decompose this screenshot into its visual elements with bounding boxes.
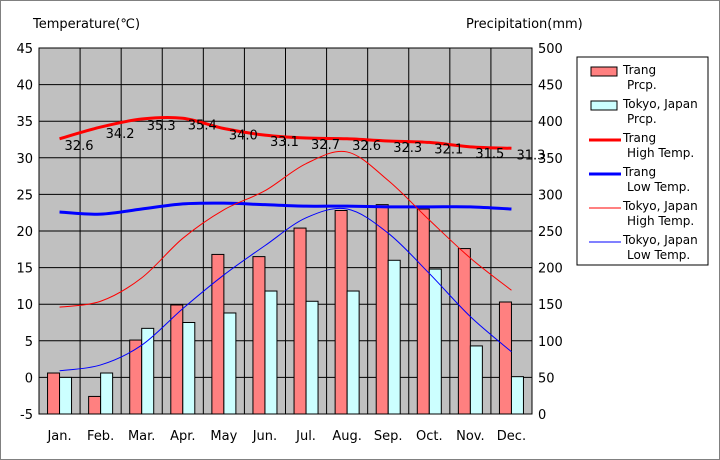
trang_prcp-bar [498,301,512,415]
trang_prcp-bar [416,208,430,415]
tokyo_prcp-bar [346,290,360,415]
legend-label: High Temp. [627,214,694,228]
data-label: 35.3 [147,119,176,134]
legend-label: High Temp. [627,146,694,160]
legend-label: Low Temp. [627,248,690,262]
trang_prcp-bar [170,304,184,415]
tokyo_prcp-bar [223,312,237,415]
legend-label: Trang [622,131,656,145]
data-label: 33.1 [270,135,299,150]
y-left-tick-label: 45 [16,42,33,57]
y-right-tick-label: 0 [538,408,546,423]
x-category-label: Sep. [374,429,403,444]
precipitation-bars [47,204,524,415]
y-left-tick-label: 0 [25,371,33,386]
x-axis-categories: Jan. Feb. Mar. Apr. May Jun. Jul. Aug. Sep. Oct. N… [46,429,526,444]
left-axis-title: Temperature(℃) [32,17,140,32]
legend-swatch [590,100,618,111]
data-label: 32.3 [393,141,422,156]
y-left-tick-label: 25 [16,188,33,203]
y-left-tick-label: 10 [16,298,33,313]
x-category-label: Dec. [497,429,526,444]
y-left-tick-label: -5 [20,408,33,423]
data-labels: 32.6 34.2 35.3 35.4 34.0 33.1 32.7 32.6 32.3 32.1… [65,118,546,163]
y-right-tick-label: 200 [538,262,563,277]
legend-swatch [590,66,618,77]
trang_prcp-bar [334,210,348,415]
x-category-label: Apr. [170,429,195,444]
x-category-label: Feb. [87,429,114,444]
tokyo_high-line [59,150,512,308]
tokyo_prcp-bar [59,376,73,415]
tokyo_prcp-bar [428,268,442,415]
data-label: 32.7 [311,138,340,153]
trang_prcp-bar [375,204,389,415]
tokyo_low-line [59,207,512,372]
y-right-tick-label: 100 [538,335,563,350]
trang_high-line [59,115,512,150]
y-left-tick-label: 30 [16,152,33,167]
x-category-label: Nov. [456,429,485,444]
y-right-tick-label: 50 [538,371,555,386]
legend-label: Trang [622,165,656,179]
y-right-tick-label: 450 [538,79,563,94]
x-category-label: Oct. [416,429,443,444]
data-label: 31.5 [475,147,504,162]
tokyo_prcp-bar [182,322,196,415]
tokyo_prcp-bar [387,259,401,415]
trang_low-line [59,201,512,216]
y-right-tick-label: 350 [538,152,563,167]
legend-label: Low Temp. [627,180,690,194]
x-category-label: Jul. [295,429,316,444]
y-right-tick-label: 300 [538,188,563,203]
trang_prcp-bar [293,227,307,415]
x-category-label: Jun. [252,429,277,444]
legend-box [576,56,709,266]
trang_prcp-bar [88,395,102,415]
legend-label: Prcp. [627,112,657,126]
trang_prcp-bar [47,372,61,415]
y-right-tick-label: 250 [538,225,563,240]
x-category-label: Jan. [46,429,71,444]
trang_prcp-bar [211,253,225,415]
legend-label: Tokyo, Japan [622,97,698,111]
temperature-lines [59,115,512,372]
right-axis-title: Precipitation(mm) [466,17,583,32]
plot-border [38,47,533,415]
y-right-tick-label: 500 [538,42,563,57]
legend-label: Tokyo, Japan [622,199,698,213]
x-category-label: May [210,429,237,444]
left-axis-ticks: 45 40 35 30 25 20 15 10 5 0 -5 [16,42,33,423]
data-label: 32.1 [434,142,463,157]
tokyo_prcp-bar [305,300,319,415]
y-right-tick-label: 150 [538,298,563,313]
y-right-tick-label: 400 [538,115,563,130]
y-left-tick-label: 5 [25,335,33,350]
tokyo_prcp-bar [264,290,278,415]
x-category-label: Mar. [128,429,155,444]
x-category-label: Aug. [332,429,362,444]
tokyo_prcp-bar [100,372,114,415]
trang_prcp-bar [252,256,266,415]
y-left-tick-label: 20 [16,225,33,240]
data-label: 32.6 [65,139,94,154]
data-label: 32.6 [352,139,381,154]
data-label: 35.4 [188,118,217,133]
y-left-tick-label: 15 [16,262,33,277]
y-left-tick-label: 35 [16,115,33,130]
data-label: 34.2 [106,127,135,142]
trang_prcp-bar [457,248,471,415]
legend-label: Tokyo, Japan [622,233,698,247]
data-label: 34.0 [229,129,258,144]
legend-label: Trang [622,63,656,77]
tokyo_prcp-bar [510,376,524,415]
data-label: 31.3 [516,148,545,163]
y-left-tick-label: 40 [16,79,33,94]
legend-label: Prcp. [627,78,657,92]
tokyo_prcp-bar [469,345,483,415]
